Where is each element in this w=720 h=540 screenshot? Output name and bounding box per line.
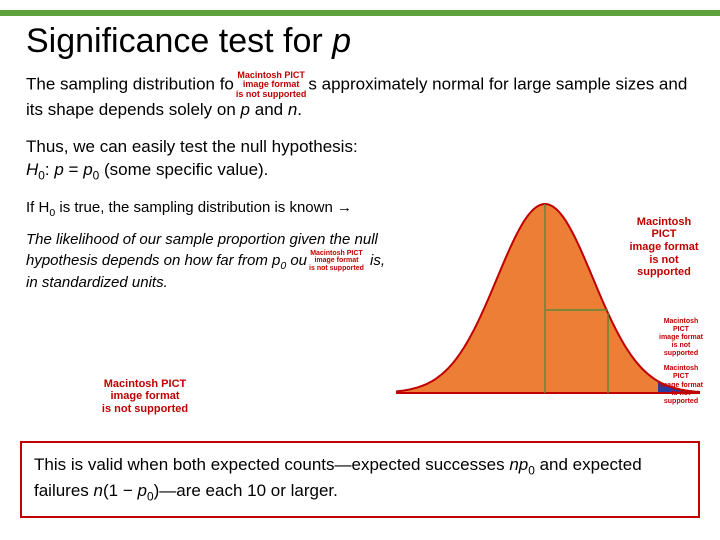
b-a: This is valid when both expected counts—… xyxy=(34,455,509,474)
m1arrow: → xyxy=(337,199,352,216)
validity-note-box: This is valid when both expected counts—… xyxy=(20,441,700,518)
p2-rest: (some specific value). xyxy=(99,160,268,179)
p2-p0p: p xyxy=(83,160,92,179)
title-p: p xyxy=(332,22,351,60)
body-text-block: The sampling distribution foMacintosh PI… xyxy=(0,71,720,184)
top-spacer xyxy=(0,0,720,10)
p1-end: . xyxy=(297,100,302,119)
mid-line2: The likelihood of our sample proportion … xyxy=(26,230,396,294)
pict-error-curve-right-2: Macintosh PICTimage formatis not support… xyxy=(658,365,704,405)
mid-section: If H0 is true, the sampling distribution… xyxy=(0,198,720,448)
p2-colon: : xyxy=(45,160,54,179)
pict-error-inline-2: Macintosh PICTimage formatis not support… xyxy=(307,250,366,272)
normal-curve-figure: Macintosh PICTimage formatis not support… xyxy=(390,188,710,418)
b-n: n xyxy=(94,481,103,500)
mid-line1: If H0 is true, the sampling distribution… xyxy=(26,198,396,220)
title-prefix: Significance test for xyxy=(26,22,332,60)
p2-line1: Thus, we can easily test the null hypoth… xyxy=(26,137,358,156)
p1-p: p xyxy=(241,100,250,119)
pict-error-block-left: Macintosh PICTimage formatis not support… xyxy=(90,378,200,416)
m2b: ou xyxy=(286,252,307,269)
b-sub2: 0 xyxy=(147,490,154,504)
paragraph-2: Thus, we can easily test the null hypoth… xyxy=(26,136,694,183)
paragraph-1: The sampling distribution foMacintosh PI… xyxy=(26,71,694,122)
m1b: is true, the sampling distribution is kn… xyxy=(55,199,337,216)
b-sub1: 0 xyxy=(528,463,535,477)
p1-and: and xyxy=(250,100,288,119)
b-p: p xyxy=(138,481,147,500)
pict-error-curve-right-1: Macintosh PICTimage formatis not support… xyxy=(658,318,704,358)
pict-error-curve-top: Macintosh PICTimage formatis not support… xyxy=(624,216,704,279)
p2-p: p xyxy=(54,160,63,179)
p1-n: n xyxy=(288,100,297,119)
pict-error-inline-1: Macintosh PICTimage formatis not support… xyxy=(234,71,309,99)
m1a: If H xyxy=(26,199,49,216)
b-paren: (1 − xyxy=(103,481,138,500)
b-c: )—are each 10 or larger. xyxy=(154,481,338,500)
p2-eq: = xyxy=(64,160,83,179)
mid-left-column: If H0 is true, the sampling distribution… xyxy=(26,198,396,294)
p2-H: H xyxy=(26,160,38,179)
b-np: np xyxy=(509,455,528,474)
p1-a: The sampling distribution fo xyxy=(26,75,234,94)
slide-title: Significance test for p xyxy=(0,16,720,71)
p2-sub0: 0 xyxy=(38,169,45,183)
